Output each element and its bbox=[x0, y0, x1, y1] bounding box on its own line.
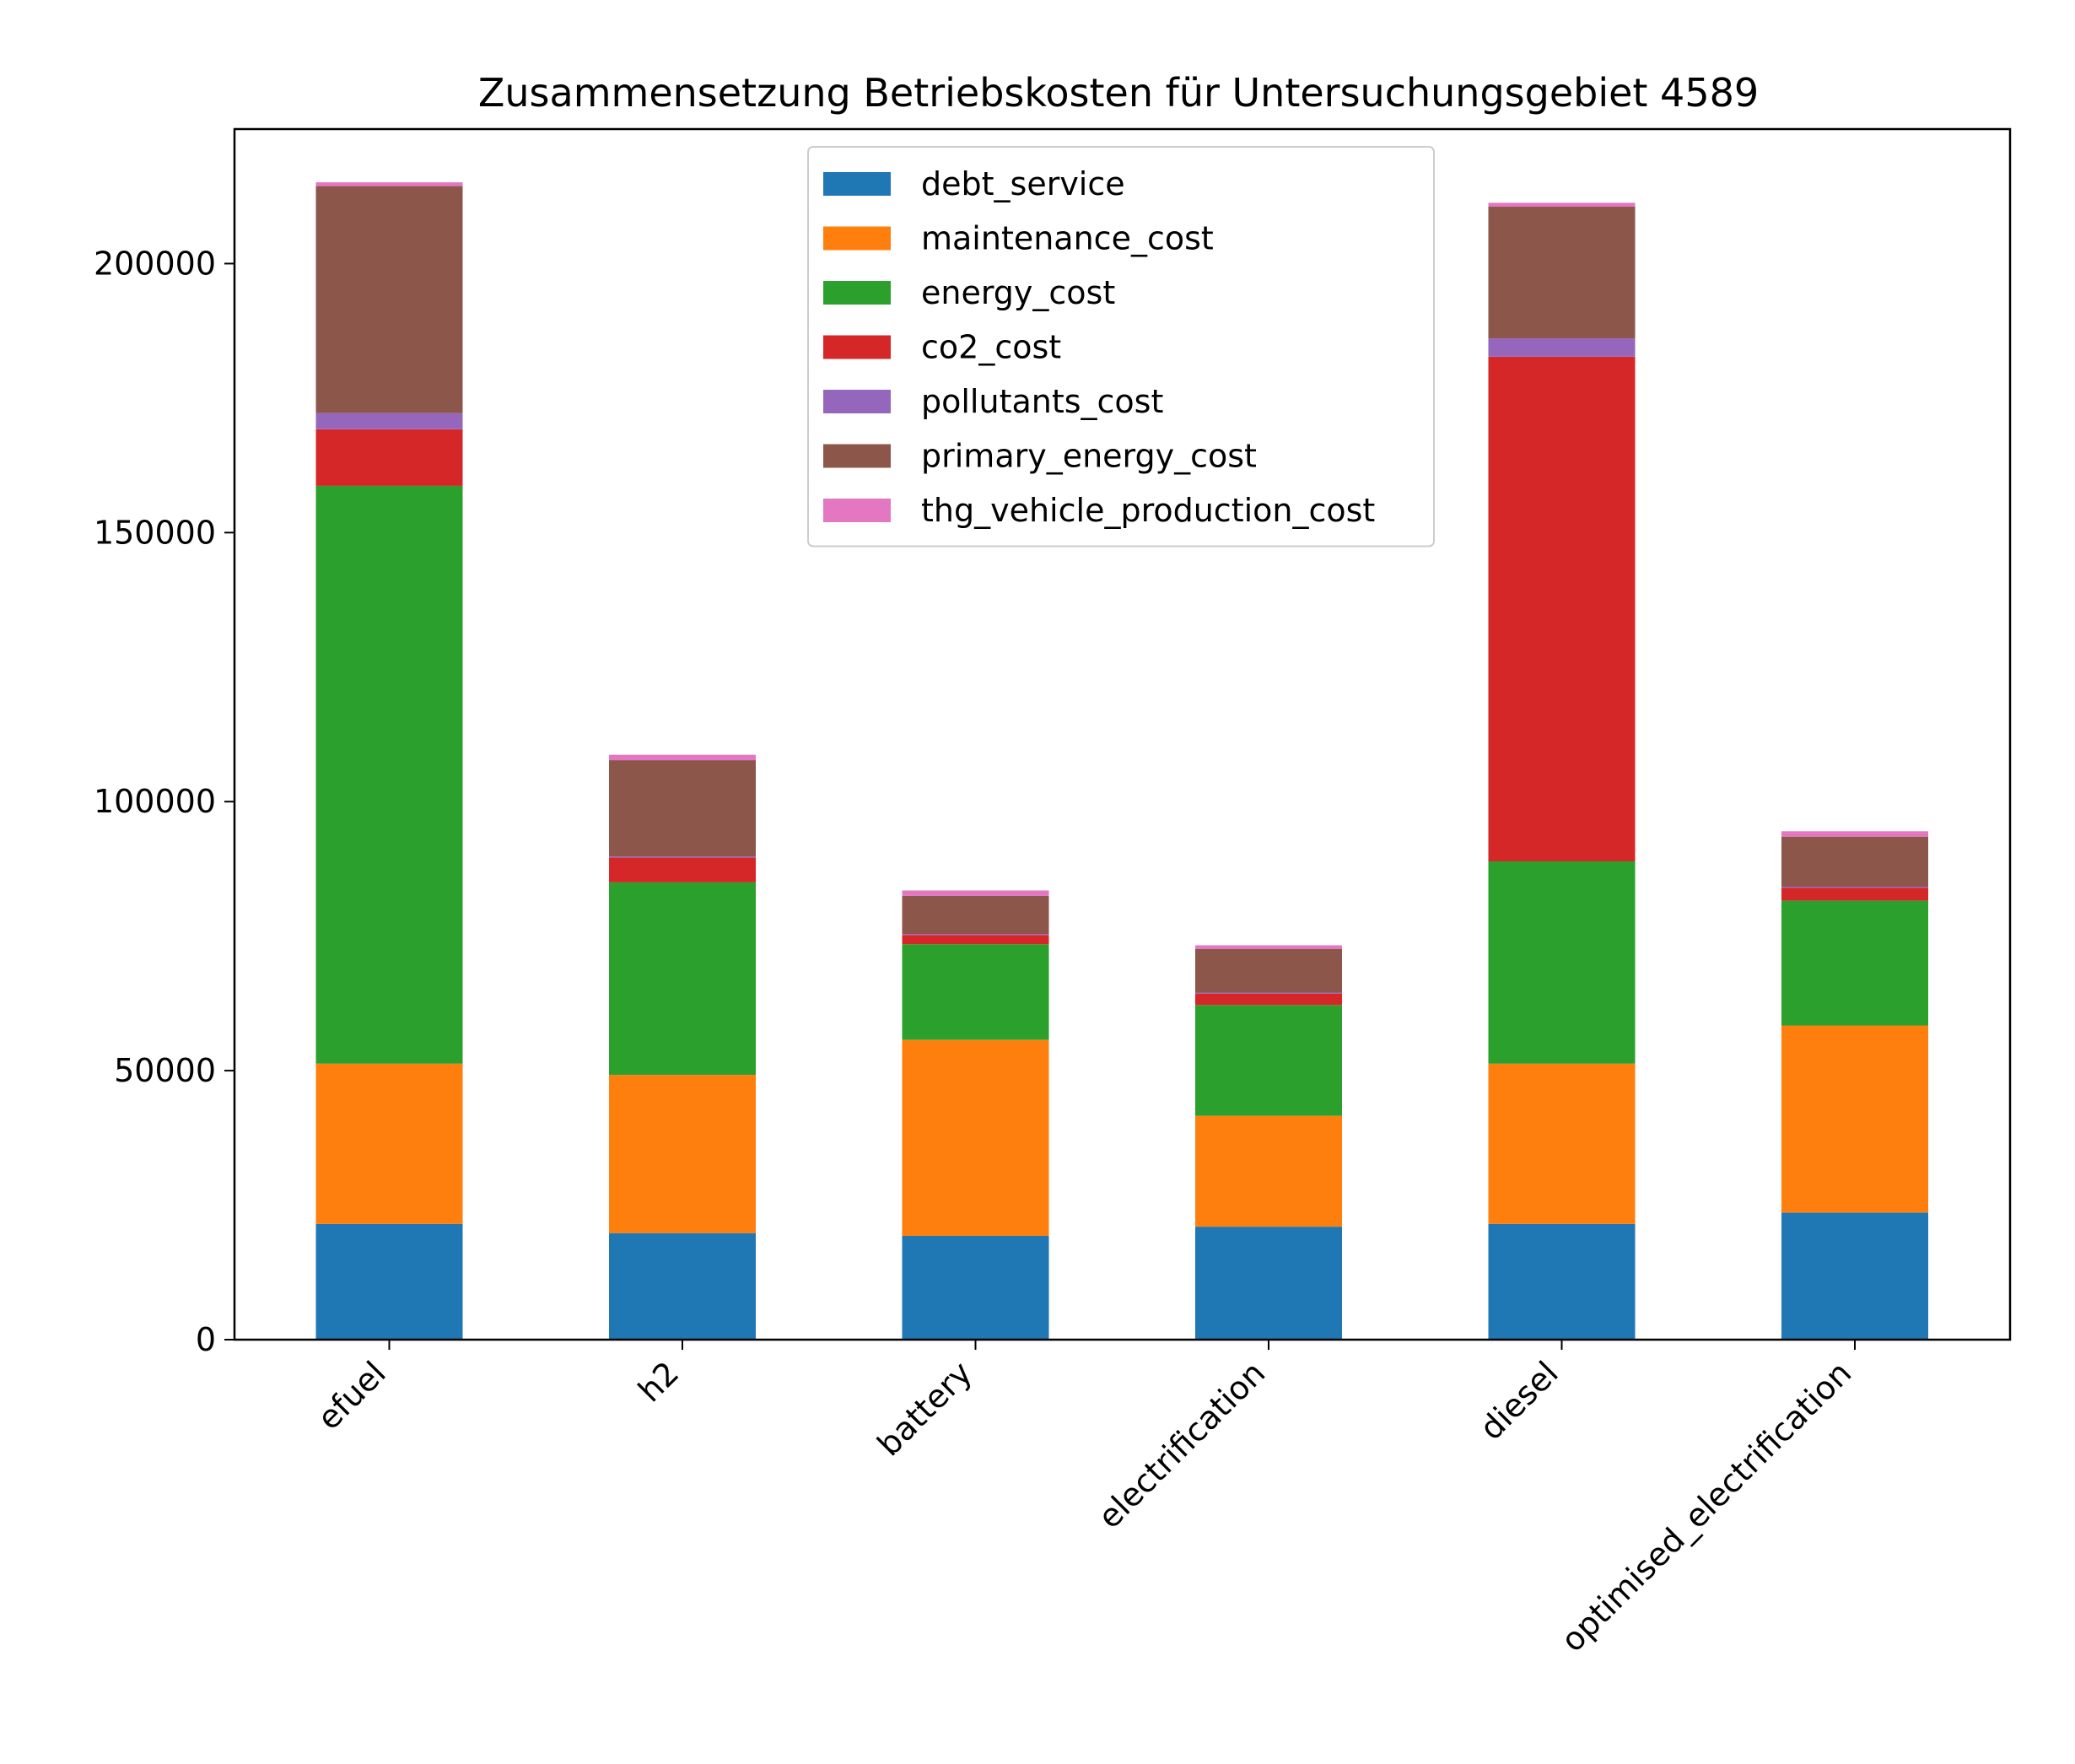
plot-frame bbox=[233, 127, 2012, 1341]
bar-segment-pollutants_cost-diesel bbox=[1488, 338, 1636, 357]
bar-segment-debt_service-efuel bbox=[315, 1223, 463, 1340]
y-tick-label: 200000 bbox=[94, 245, 216, 282]
x-tick-label: electrification bbox=[1091, 1354, 1272, 1535]
bar-segment-maintenance_cost-electrification bbox=[1195, 1115, 1342, 1227]
legend-box bbox=[807, 146, 1435, 548]
bar-segment-thg_vehicle_production_cost-optimised_electrification bbox=[1781, 831, 1928, 837]
bar-segment-debt_service-battery bbox=[902, 1235, 1049, 1340]
legend-label-pollutants_cost: pollutants_cost bbox=[921, 383, 1163, 420]
bar-segment-co2_cost-optimised_electrification bbox=[1781, 887, 1928, 901]
legend-swatch-energy_cost bbox=[823, 281, 891, 305]
bar-segment-co2_cost-electrification bbox=[1195, 993, 1342, 1006]
bar-segment-thg_vehicle_production_cost-electrification bbox=[1195, 945, 1342, 949]
bar-segment-energy_cost-electrification bbox=[1195, 1005, 1342, 1116]
legend-label-debt_service: debt_service bbox=[921, 165, 1125, 202]
y-tick-label: 100000 bbox=[94, 783, 216, 820]
bar-segment-primary_energy_cost-efuel bbox=[315, 186, 463, 413]
y-tick-label: 150000 bbox=[94, 514, 216, 551]
bar-segment-maintenance_cost-efuel bbox=[315, 1063, 463, 1224]
chart-title: Zusammensetzung Betriebskosten für Unter… bbox=[478, 70, 1759, 116]
bar-segment-energy_cost-optimised_electrification bbox=[1781, 900, 1928, 1026]
y-tick-label: 50000 bbox=[114, 1052, 216, 1089]
bar-segment-energy_cost-diesel bbox=[1488, 861, 1636, 1064]
x-tick-label: optimised_electrification bbox=[1554, 1354, 1858, 1659]
bar-segment-primary_energy_cost-electrification bbox=[1195, 949, 1342, 993]
bar-segment-thg_vehicle_production_cost-h2 bbox=[609, 754, 756, 761]
bar-segment-primary_energy_cost-battery bbox=[902, 895, 1049, 935]
x-tick-label: efuel bbox=[310, 1354, 393, 1437]
bar-segment-energy_cost-h2 bbox=[609, 882, 756, 1076]
legend-swatch-debt_service bbox=[823, 172, 891, 196]
bar-segment-co2_cost-battery bbox=[902, 935, 1049, 945]
bar-segment-thg_vehicle_production_cost-diesel bbox=[1488, 202, 1636, 207]
bar-segment-primary_energy_cost-diesel bbox=[1488, 206, 1636, 339]
legend-swatch-maintenance_cost bbox=[823, 226, 891, 251]
legend-label-thg_vehicle_production_cost: thg_vehicle_production_cost bbox=[921, 492, 1375, 529]
legend-swatch-pollutants_cost bbox=[823, 390, 891, 413]
bar-segment-maintenance_cost-h2 bbox=[609, 1075, 756, 1233]
bar-segment-pollutants_cost-battery bbox=[902, 934, 1049, 936]
legend: debt_service maintenance_cost energy_costc… bbox=[807, 146, 1435, 548]
bar-segment-maintenance_cost-optimised_electrification bbox=[1781, 1025, 1928, 1213]
bar-segment-co2_cost-h2 bbox=[609, 857, 756, 882]
bar-segment-pollutants_cost-efuel bbox=[315, 413, 463, 429]
legend-label-maintenance_cost: maintenance_cost bbox=[921, 220, 1214, 257]
bar-segment-primary_energy_cost-h2 bbox=[609, 760, 756, 857]
legend-swatch-primary_energy_cost bbox=[823, 444, 891, 468]
bar-segment-maintenance_cost-diesel bbox=[1488, 1063, 1636, 1224]
bar-segment-co2_cost-efuel bbox=[315, 429, 463, 486]
bar-segment-thg_vehicle_production_cost-efuel bbox=[315, 182, 463, 186]
bar-segment-pollutants_cost-h2 bbox=[609, 856, 756, 858]
bar-segment-debt_service-diesel bbox=[1488, 1223, 1636, 1340]
legend-swatch-co2_cost bbox=[823, 335, 891, 359]
legend-label-energy_cost: energy_cost bbox=[921, 274, 1115, 311]
bar-segment-primary_energy_cost-optimised_electrification bbox=[1781, 836, 1928, 887]
bar-segment-debt_service-electrification bbox=[1195, 1227, 1342, 1340]
bar-segment-debt_service-h2 bbox=[609, 1233, 756, 1340]
x-tick-label: diesel bbox=[1473, 1354, 1566, 1447]
bar-segment-co2_cost-diesel bbox=[1488, 356, 1636, 861]
legend-label-primary_energy_cost: primary_energy_cost bbox=[921, 438, 1257, 475]
legend-label-co2_cost: co2_cost bbox=[921, 329, 1061, 366]
x-tick-label: battery bbox=[870, 1354, 979, 1463]
legend-swatch-thg_vehicle_production_cost bbox=[823, 499, 891, 522]
bar-segment-thg_vehicle_production_cost-battery bbox=[902, 890, 1049, 896]
bar-segment-maintenance_cost-battery bbox=[902, 1039, 1049, 1236]
bar-segment-energy_cost-efuel bbox=[315, 485, 463, 1064]
x-tick-label: h2 bbox=[631, 1354, 686, 1409]
bar-segment-debt_service-optimised_electrification bbox=[1781, 1212, 1928, 1340]
bar-segment-energy_cost-battery bbox=[902, 944, 1049, 1040]
bar-segment-pollutants_cost-electrification bbox=[1195, 992, 1342, 994]
bars-layer bbox=[315, 182, 1928, 1340]
y-tick-label: 0 bbox=[196, 1321, 216, 1358]
